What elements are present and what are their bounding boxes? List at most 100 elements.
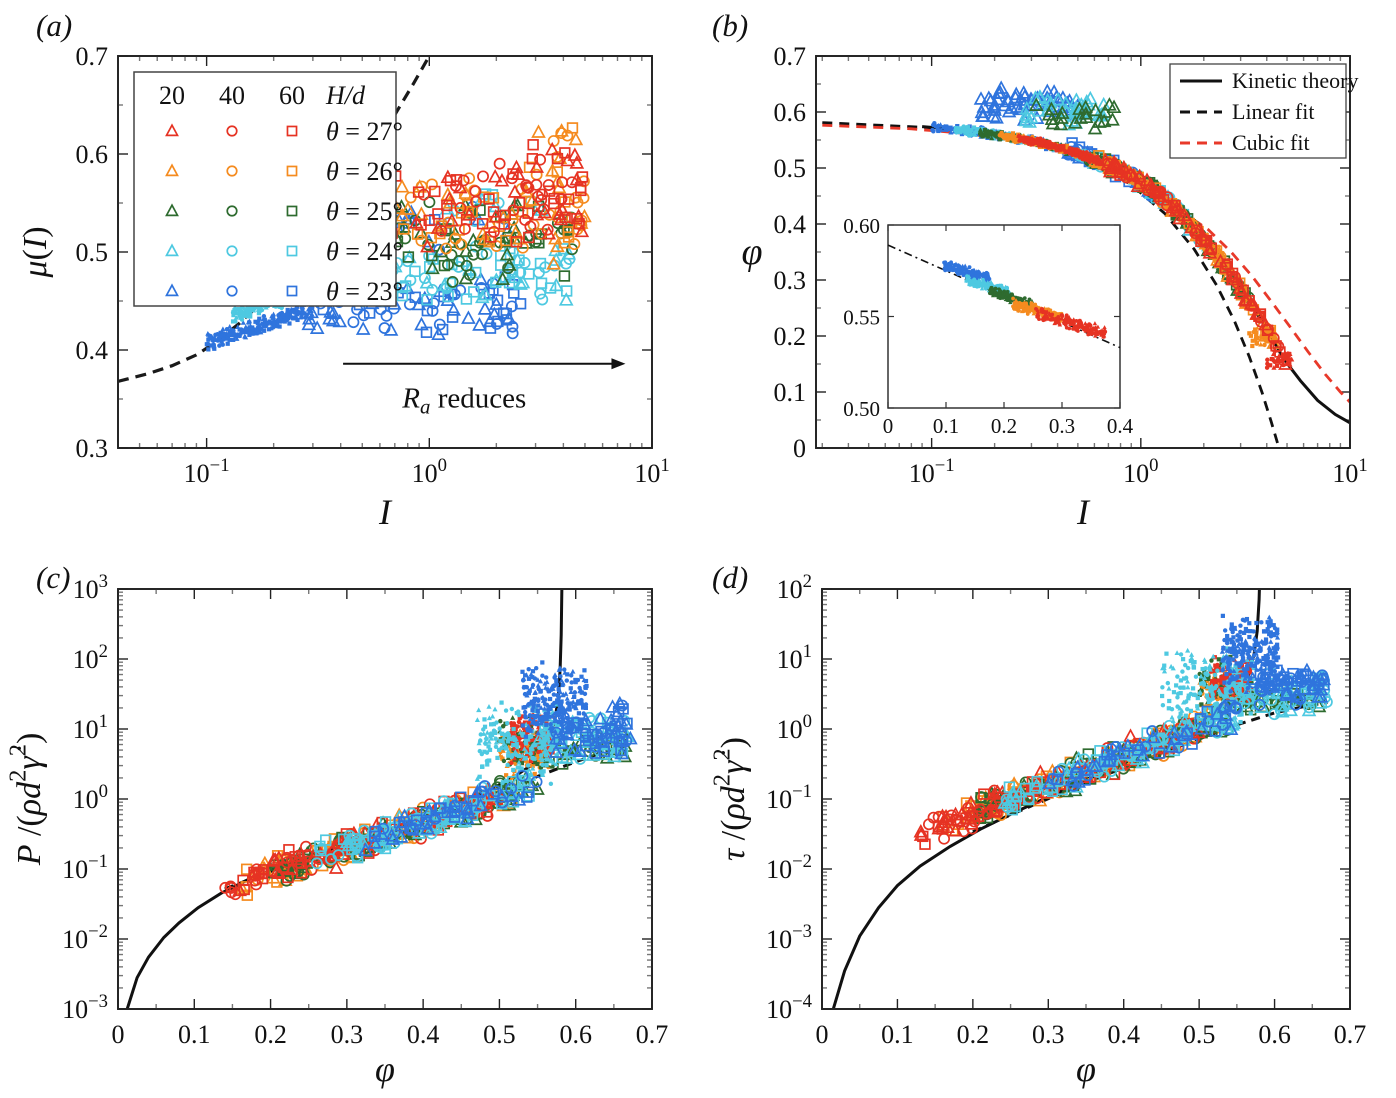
legend-row-label: θ = 25° — [326, 197, 403, 226]
x-tick-label: 101 — [1332, 455, 1367, 488]
y-tick-label: 100 — [777, 711, 812, 744]
legend: 20 40 60 H/d θ = 27° θ = 26° θ = 25° θ = 24° θ =… — [133, 71, 403, 307]
y-tick-label: 0.6 — [774, 98, 807, 127]
inset-x-tick-label: 0.2 — [991, 414, 1017, 438]
x-tick-label: 0.4 — [407, 1020, 440, 1049]
legend-box — [133, 71, 397, 307]
annotation-arrow-head — [611, 358, 626, 370]
y-tick-label: 102 — [73, 641, 108, 674]
annotation-text: Ra reduces — [401, 383, 526, 419]
plot-box-outline — [117, 55, 653, 449]
panel-d-plot: 0 0.1 0.2 0.3 0.4 0.5 0.6 0.7 10−4 10−3 10−2 10−1 10… — [709, 571, 1367, 1089]
x-axis-label: I — [378, 492, 393, 532]
inset-y-tick-label: 0.55 — [843, 306, 880, 330]
plot-box-outline — [815, 55, 1351, 449]
legend-header: 20 — [159, 81, 185, 110]
x-tick-label: 0.4 — [1107, 1020, 1140, 1049]
plot-content — [822, 80, 1349, 444]
y-tick-label: 100 — [73, 781, 108, 814]
y-axis-label: P /(ρd2γ̇2) — [5, 733, 48, 867]
panel-a-plot: 10−1 100 101 0.3 0.4 0.5 0.6 0.7 Iμ(I) 20 40 60 H/d θ… — [17, 42, 670, 532]
legend-row-label: θ = 26° — [326, 157, 403, 186]
scatter-series-theta-27 — [1016, 133, 1295, 370]
y-tick-label: 0.2 — [774, 322, 807, 351]
inset-box — [887, 224, 1121, 409]
x-axis-label: I — [1076, 492, 1091, 532]
y-tick-label: 10−1 — [766, 781, 812, 814]
y-tick-label: 10−3 — [62, 991, 108, 1024]
x-tick-label: 0.2 — [254, 1020, 287, 1049]
x-tick-label: 100 — [1123, 455, 1158, 488]
x-tick-label: 0.6 — [1258, 1020, 1291, 1049]
x-tick-label: 10−1 — [909, 455, 955, 488]
legend-row-label: θ = 24° — [326, 237, 403, 266]
x-tick-label: 0.1 — [881, 1020, 914, 1049]
inset-plot: 0 0.1 0.2 0.3 0.4 0.50 0.55 0.60 — [843, 214, 1133, 438]
x-tick-label: 0 — [816, 1020, 829, 1049]
plot-content — [125, 590, 638, 1008]
y-tick-label: 102 — [777, 571, 812, 604]
y-tick-label: 0.5 — [774, 154, 807, 183]
y-tick-label: 10−4 — [766, 991, 813, 1024]
y-tick-label: 0.4 — [774, 210, 807, 239]
inset-y-tick-label: 0.50 — [843, 397, 880, 421]
inset-x-tick-label: 0 — [883, 414, 894, 438]
legend-entry-label: Linear fit — [1232, 99, 1314, 124]
curve-linear-fit — [822, 121, 1279, 444]
plot-box — [117, 588, 653, 1010]
y-tick-label: 10−1 — [62, 851, 108, 884]
panel-label-c: (c) — [36, 560, 71, 595]
legend-header: H/d — [325, 81, 366, 110]
inset-series-theta-27 — [1034, 306, 1108, 339]
x-tick-label: 0 — [112, 1020, 125, 1049]
y-tick-label: 10−2 — [62, 921, 108, 954]
y-tick-label: 0.3 — [76, 434, 109, 463]
plot-box-outline — [117, 588, 653, 1010]
legend-header: 60 — [279, 81, 305, 110]
panel-b-plot: 10−1 100 101 0 0.1 0.2 0.3 0.4 0.5 0.6 0.7 Iφ Kineti… — [741, 42, 1367, 532]
x-tick-label: 101 — [634, 455, 669, 488]
inset-y-tick-label: 0.60 — [843, 214, 880, 238]
inset-x-tick-label: 0.4 — [1107, 414, 1134, 438]
x-tick-label: 0.5 — [483, 1020, 516, 1049]
y-tick-label: 0.7 — [774, 42, 807, 71]
y-tick-label: 10−3 — [766, 921, 812, 954]
x-tick-label: 0.3 — [331, 1020, 364, 1049]
x-tick-label: 0.3 — [1032, 1020, 1065, 1049]
curve-fit-dashed — [972, 700, 1328, 834]
inset-x-tick-label: 0.1 — [933, 414, 959, 438]
x-tick-label: 0.7 — [1334, 1020, 1367, 1049]
y-tick-label: 0.3 — [774, 266, 807, 295]
y-tick-label: 0.4 — [76, 336, 109, 365]
plot-box-outline — [821, 588, 1351, 1010]
x-axis-label: φ — [375, 1049, 395, 1089]
y-axis-label: μ(I) — [17, 226, 54, 278]
x-tick-label: 0.6 — [559, 1020, 592, 1049]
panel-label-a: (a) — [36, 8, 73, 43]
y-tick-label: 0.1 — [774, 378, 807, 407]
panel-label-d: (d) — [712, 560, 749, 595]
legend-row-label: θ = 27° — [326, 117, 403, 146]
y-tick-label: 101 — [777, 641, 812, 674]
y-tick-label: 101 — [73, 711, 108, 744]
x-tick-label: 0.5 — [1183, 1020, 1216, 1049]
panel-c-plot: 0 0.1 0.2 0.3 0.4 0.5 0.6 0.7 10−3 10−2 10−1 100 101… — [5, 571, 669, 1089]
legend-header: 40 — [219, 81, 245, 110]
panel-label-b: (b) — [712, 8, 749, 43]
x-tick-label: 100 — [412, 455, 447, 488]
y-tick-label: 0 — [793, 434, 806, 463]
x-tick-label: 0.2 — [957, 1020, 990, 1049]
y-tick-label: 0.6 — [76, 140, 109, 169]
x-tick-label: 0.7 — [636, 1020, 669, 1049]
y-axis-label: φ — [741, 231, 762, 273]
x-tick-label: 10−1 — [184, 455, 230, 488]
legend-entry-label: Cubic fit — [1232, 130, 1310, 155]
plot-content — [832, 590, 1333, 1008]
legend-row-label: θ = 23° — [326, 277, 403, 306]
legend: Kinetic theory Linear fit Cubic fit — [1169, 63, 1358, 159]
annotation: Ra reduces — [343, 358, 626, 419]
y-tick-label: 10−2 — [766, 851, 812, 884]
y-tick-label: 0.7 — [76, 42, 109, 71]
x-tick-label: 0.1 — [178, 1020, 211, 1049]
